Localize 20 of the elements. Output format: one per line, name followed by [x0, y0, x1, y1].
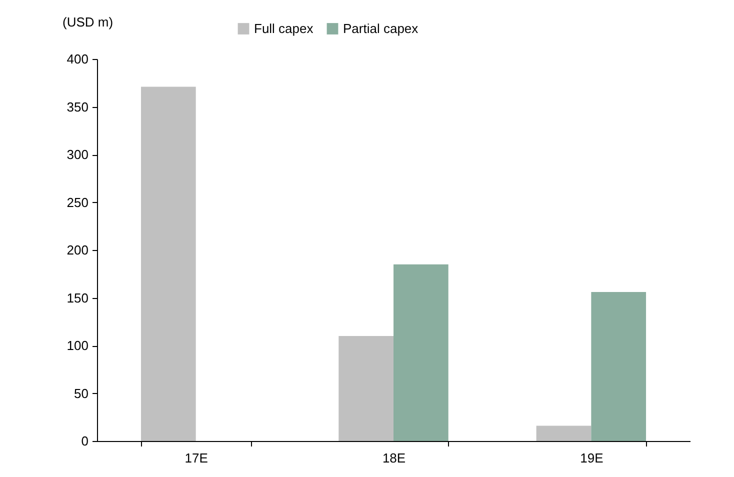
- y-tick-label: 300: [66, 147, 88, 162]
- x-tick-label: 17E: [184, 450, 208, 466]
- bar: [536, 426, 592, 441]
- y-tick-label: 350: [66, 99, 88, 114]
- y-tick-label: 50: [74, 386, 88, 401]
- y-tick-label: 150: [66, 290, 88, 306]
- y-tick-label: 0: [81, 434, 88, 448]
- bar: [338, 336, 394, 441]
- bar: [394, 264, 448, 441]
- bar: [591, 292, 646, 441]
- x-tick-label: 18E: [382, 450, 406, 466]
- legend-label: Full capex: [254, 20, 314, 36]
- x-tick-label: 19E: [580, 450, 604, 466]
- legend-label: Partial capex: [343, 20, 419, 36]
- y-tick-label: 250: [66, 194, 88, 210]
- y-axis-title: (USD m): [62, 14, 114, 30]
- y-tick-label: 200: [66, 242, 88, 258]
- bar: [140, 86, 196, 441]
- y-tick-label: 100: [66, 338, 88, 353]
- y-tick-label: 400: [66, 52, 88, 66]
